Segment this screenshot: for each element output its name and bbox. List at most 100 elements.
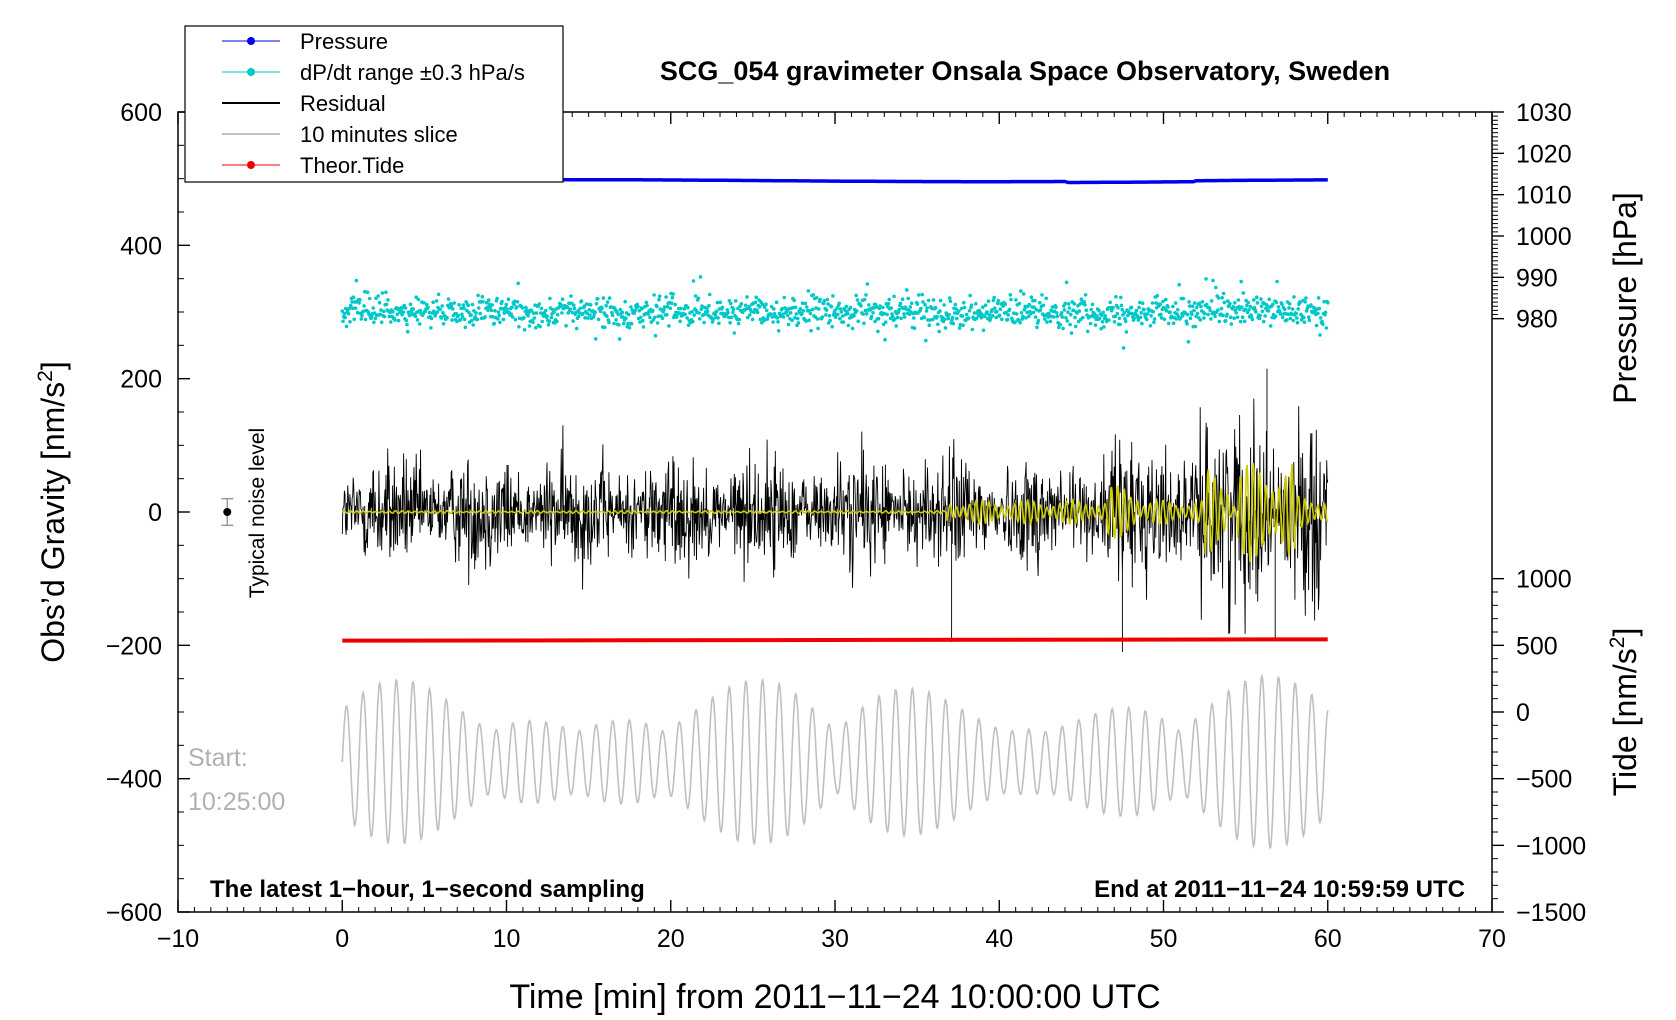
dpdt-dot bbox=[1014, 298, 1018, 302]
dpdt-dot bbox=[786, 313, 790, 318]
dpdt-dot bbox=[1066, 310, 1070, 315]
dpdt-dot bbox=[1033, 298, 1037, 303]
dpdt-dot bbox=[1195, 305, 1199, 310]
dpdt-dot bbox=[627, 326, 632, 330]
dpdt-dot bbox=[1097, 316, 1102, 321]
dpdt-dot bbox=[864, 293, 868, 297]
dpdt-dot bbox=[1280, 302, 1284, 307]
dpdt-dot bbox=[993, 306, 997, 311]
dpdt-dot bbox=[359, 317, 364, 321]
dpdt-dot bbox=[346, 312, 351, 316]
dpdt-dot bbox=[1122, 310, 1127, 315]
legend-label: dP/dt range ±0.3 hPa/s bbox=[300, 60, 525, 85]
dpdt-dot bbox=[1071, 308, 1076, 313]
dpdt-dot bbox=[764, 302, 768, 307]
dpdt-dot bbox=[957, 326, 962, 330]
dpdt-dot bbox=[962, 300, 966, 305]
dpdt-dot bbox=[1290, 312, 1294, 317]
dpdt-dot bbox=[1248, 304, 1253, 309]
dpdt-dot bbox=[493, 309, 497, 313]
dpdt-dot bbox=[736, 321, 741, 326]
dpdt-dot bbox=[705, 306, 709, 310]
dpdt-dot bbox=[545, 314, 549, 318]
dpdt-dot bbox=[808, 311, 813, 316]
dpdt-dot bbox=[698, 317, 702, 321]
dpdt-dot bbox=[917, 293, 921, 297]
dpdt-dot bbox=[355, 310, 360, 315]
dpdt-dot bbox=[637, 308, 642, 313]
dpdt-dot bbox=[434, 299, 439, 303]
dpdt-dot bbox=[1200, 300, 1205, 304]
dpdt-dot bbox=[354, 278, 359, 283]
dpdt-dot bbox=[1202, 311, 1207, 316]
dpdt-dot bbox=[1202, 316, 1206, 320]
dpdt-dot bbox=[1321, 322, 1325, 327]
dpdt-dot bbox=[424, 302, 429, 307]
dpdt-dot bbox=[1204, 277, 1208, 281]
dpdt-dot bbox=[710, 320, 715, 324]
dpdt-dot bbox=[585, 311, 589, 316]
dpdt-dot bbox=[492, 321, 497, 326]
dpdt-dot bbox=[754, 295, 758, 300]
dpdt-dot bbox=[624, 316, 628, 321]
legend-entries: Pressure dP/dt range ±0.3 hPa/s Residual 10… bbox=[222, 29, 525, 178]
dpdt-dot bbox=[1092, 315, 1096, 319]
dpdt-dot bbox=[513, 317, 518, 322]
dpdt-dot bbox=[1019, 289, 1023, 293]
dpdt-dot bbox=[943, 326, 948, 330]
dpdt-dot bbox=[737, 317, 742, 322]
dpdt-dot bbox=[1004, 310, 1008, 315]
dpdt-dot bbox=[641, 325, 646, 329]
dpdt-dot bbox=[729, 301, 733, 306]
dpdt-dot bbox=[897, 307, 901, 312]
y-axis-label-tide: Tide [nm/s2] bbox=[1606, 628, 1643, 797]
dpdt-dot bbox=[524, 305, 528, 310]
dpdt-dot bbox=[902, 315, 907, 319]
dpdt-dot bbox=[818, 297, 822, 302]
dpdt-dot bbox=[486, 298, 491, 302]
dpdt-dot bbox=[807, 308, 812, 313]
dpdt-dot bbox=[1118, 322, 1122, 327]
dpdt-dot bbox=[1090, 302, 1095, 307]
dpdt-dot bbox=[469, 313, 473, 317]
dpdt-dot bbox=[829, 305, 834, 309]
dpdt-dot bbox=[961, 323, 965, 328]
dpdt-dot bbox=[772, 311, 777, 316]
dpdt-dot bbox=[505, 307, 509, 312]
dpdt-dot bbox=[662, 308, 666, 312]
dpdt-dot bbox=[964, 312, 969, 317]
residual-filtered-line bbox=[341, 463, 1329, 562]
dpdt-dot bbox=[1307, 318, 1312, 323]
dpdt-dot bbox=[607, 320, 611, 325]
dpdt-dot bbox=[815, 317, 820, 321]
dpdt-dot bbox=[1245, 303, 1249, 308]
dpdt-dot bbox=[674, 315, 679, 319]
dpdt-dot bbox=[510, 315, 515, 319]
dpdt-dot bbox=[1142, 312, 1147, 316]
dpdt-dot bbox=[1117, 316, 1122, 321]
dpdt-dot bbox=[895, 315, 900, 320]
dpdt-dot bbox=[476, 293, 480, 298]
dpdt-dot bbox=[660, 316, 665, 321]
x-tick-label: −10 bbox=[157, 925, 199, 953]
dpdt-dot bbox=[601, 296, 606, 300]
dpdt-dot bbox=[1247, 308, 1251, 312]
dpdt-dot bbox=[500, 299, 504, 304]
dpdt-dot bbox=[568, 307, 573, 312]
legend: Pressure dP/dt range ±0.3 hPa/s Residual 10… bbox=[184, 25, 564, 183]
dpdt-dot bbox=[413, 314, 418, 319]
dpdt-dot bbox=[878, 304, 882, 308]
dpdt-dot bbox=[1025, 310, 1029, 315]
dpdt-dot bbox=[1139, 310, 1143, 315]
dpdt-dot bbox=[1290, 307, 1295, 311]
dpdt-dot bbox=[1151, 309, 1155, 314]
dpdt-dot bbox=[824, 313, 828, 317]
dpdt-dot bbox=[1159, 312, 1163, 317]
dpdt-dot bbox=[650, 308, 655, 313]
dpdt-dot bbox=[517, 325, 521, 329]
dpdt-dot bbox=[1116, 305, 1120, 310]
dpdt-dot bbox=[686, 306, 690, 310]
dpdt-dot bbox=[988, 316, 993, 321]
dpdt-dot bbox=[1007, 307, 1012, 312]
dpdt-dot bbox=[438, 307, 442, 312]
